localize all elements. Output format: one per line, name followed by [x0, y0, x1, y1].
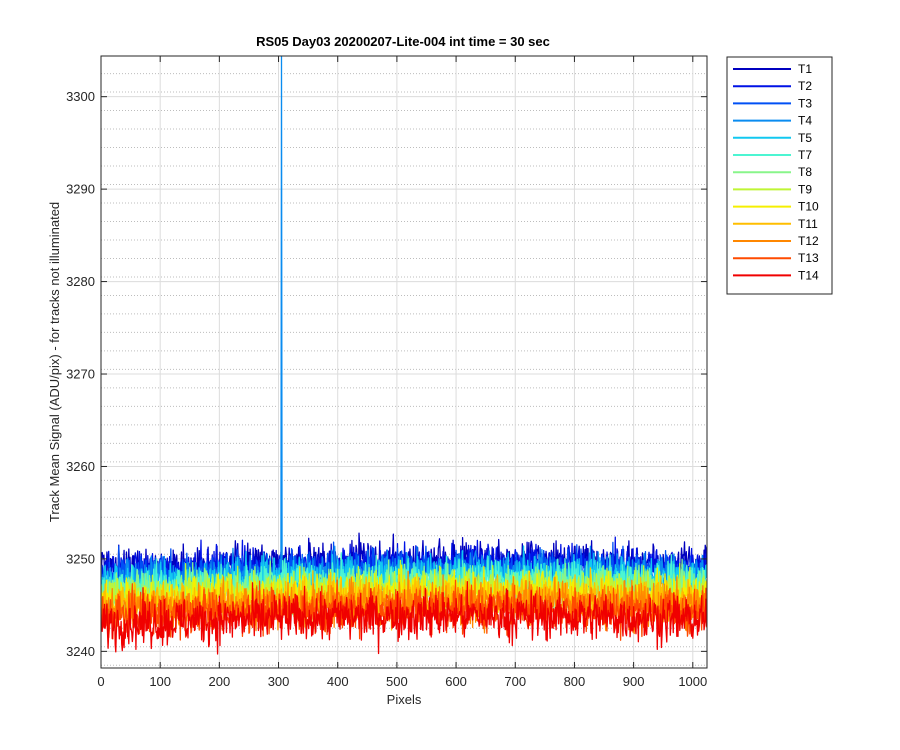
legend-label: T13 — [798, 251, 819, 265]
x-tick-label: 600 — [445, 674, 467, 689]
legend-entry-t3: T3 — [733, 96, 812, 110]
legend-entry-t10: T10 — [733, 200, 819, 214]
y-tick-label: 3300 — [66, 89, 95, 104]
x-tick-label: 800 — [564, 674, 586, 689]
legend-label: T2 — [798, 79, 812, 93]
legend-entry-t1: T1 — [733, 62, 812, 76]
x-tick-label: 500 — [386, 674, 408, 689]
legend-entry-t11: T11 — [733, 217, 818, 231]
x-tick-label: 200 — [209, 674, 231, 689]
legend-label: T12 — [798, 234, 819, 248]
legend-entry-t9: T9 — [733, 182, 812, 196]
legend-entry-t5: T5 — [733, 131, 812, 145]
x-tick-label: 0 — [97, 674, 104, 689]
legend-label: T3 — [798, 96, 812, 110]
x-tick-label: 1000 — [678, 674, 707, 689]
chart-title: RS05 Day03 20200207-Lite-004 int time = … — [256, 34, 550, 49]
legend-label: T10 — [798, 200, 819, 214]
legend-entry-t2: T2 — [733, 79, 812, 93]
y-tick-label: 3290 — [66, 182, 95, 197]
ticks — [100, 56, 707, 668]
x-tick-label: 700 — [504, 674, 526, 689]
legend-label: T14 — [798, 268, 819, 282]
legend-entry-t8: T8 — [733, 165, 812, 179]
y-axis-label: Track Mean Signal (ADU/pix) - for tracks… — [47, 202, 62, 522]
legend-label: T7 — [798, 148, 812, 162]
legend-box — [726, 56, 833, 295]
x-tick-label: 900 — [623, 674, 645, 689]
legend-entry-t13: T13 — [733, 251, 819, 265]
y-tick-label: 3270 — [66, 367, 95, 382]
legend-entry-t7: T7 — [733, 148, 812, 162]
x-tick-labels: 0 100 200 300 400 500 600 700 800 900 1000 — [97, 674, 707, 689]
legend-label: T11 — [798, 217, 818, 231]
series-line-t14 — [101, 581, 707, 655]
x-tick-label: 300 — [268, 674, 290, 689]
legend-entry-t12: T12 — [733, 234, 819, 248]
y-tick-label: 3250 — [66, 551, 95, 566]
legend-label: T9 — [798, 182, 812, 196]
series-group — [101, 56, 707, 655]
legend-label: T8 — [798, 165, 812, 179]
legend-entry-t14: T14 — [733, 268, 819, 282]
x-axis-label: Pixels — [387, 692, 422, 707]
legend-entry-t4: T4 — [733, 114, 812, 128]
legend: T1 T2 T3 T4 T5 T7 T8 T9 T10 T11 T12 T13 T14 — [726, 56, 833, 295]
x-tick-label: 400 — [327, 674, 349, 689]
legend-label: T1 — [798, 62, 812, 76]
y-tick-label: 3260 — [66, 459, 95, 474]
legend-label: T4 — [798, 114, 812, 128]
y-tick-labels: 3240 3250 3260 3270 3280 3290 3300 — [66, 89, 95, 659]
series-line-t10 — [101, 564, 707, 626]
y-tick-label: 3280 — [66, 274, 95, 289]
x-tick-label: 100 — [149, 674, 171, 689]
plot-frame — [100, 55, 708, 669]
y-tick-label: 3240 — [66, 644, 95, 659]
legend-label: T5 — [798, 131, 812, 145]
